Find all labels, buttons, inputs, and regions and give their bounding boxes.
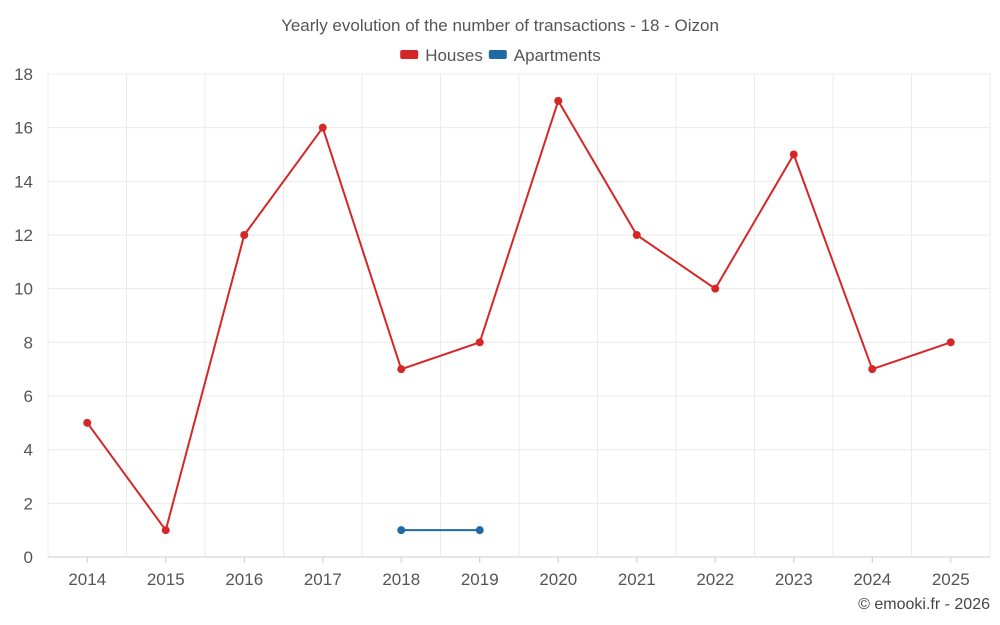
x-tick-label: 2023 <box>775 570 813 589</box>
x-tick-label: 2016 <box>225 570 263 589</box>
x-tick-label: 2022 <box>696 570 734 589</box>
legend-swatch <box>400 50 419 59</box>
y-tick-label: 8 <box>24 333 33 352</box>
y-tick-label: 0 <box>24 548 33 567</box>
data-point[interactable] <box>711 284 720 293</box>
y-axis: 0 2 4 6 8 10 12 14 16 18 <box>14 65 33 567</box>
y-tick-label: 12 <box>14 226 33 245</box>
data-point[interactable] <box>475 338 484 347</box>
legend[interactable]: Houses Apartments <box>400 46 601 65</box>
series-apartments <box>397 526 484 535</box>
y-tick-label: 4 <box>24 441 33 460</box>
x-tick-label: 2024 <box>853 570 891 589</box>
x-tick-label: 2019 <box>461 570 499 589</box>
legend-swatch <box>488 50 507 59</box>
data-point[interactable] <box>318 123 327 132</box>
data-point[interactable] <box>83 418 92 427</box>
y-tick-label: 18 <box>14 65 33 84</box>
data-point[interactable] <box>240 231 249 239</box>
x-axis: 2014 2015 2016 2017 2018 2019 2020 2021 2022 2023… <box>68 557 970 589</box>
plot-area <box>83 96 955 535</box>
legend-label: Apartments <box>514 46 601 65</box>
legend-label: Houses <box>425 46 483 65</box>
x-tick-label: 2015 <box>147 570 185 589</box>
data-point[interactable] <box>789 150 798 159</box>
y-tick-label: 14 <box>14 172 33 191</box>
series-houses <box>83 96 955 535</box>
legend-item-houses[interactable]: Houses <box>400 46 483 65</box>
data-point[interactable] <box>397 365 406 374</box>
x-tick-label: 2020 <box>539 570 577 589</box>
legend-item-apartments[interactable]: Apartments <box>488 46 601 65</box>
y-tick-label: 16 <box>14 119 33 138</box>
chart-title: Yearly evolution of the number of transa… <box>281 16 719 35</box>
grid <box>47 73 991 558</box>
x-tick-label: 2014 <box>68 570 106 589</box>
data-point[interactable] <box>868 365 877 374</box>
x-tick-label: 2021 <box>618 570 656 589</box>
data-point[interactable] <box>946 338 955 347</box>
data-point[interactable] <box>554 96 563 105</box>
y-tick-label: 6 <box>24 387 33 406</box>
y-tick-label: 10 <box>14 280 33 299</box>
data-point[interactable] <box>397 526 406 535</box>
x-tick-label: 2017 <box>304 570 342 589</box>
x-tick-label: 2025 <box>932 570 970 589</box>
x-tick-label: 2018 <box>382 570 420 589</box>
data-point[interactable] <box>632 231 641 239</box>
credit-text: © emooki.fr - 2026 <box>858 596 990 613</box>
y-tick-label: 2 <box>24 494 33 513</box>
data-point[interactable] <box>475 526 484 535</box>
series-line <box>86 98 952 533</box>
data-point[interactable] <box>161 526 170 535</box>
